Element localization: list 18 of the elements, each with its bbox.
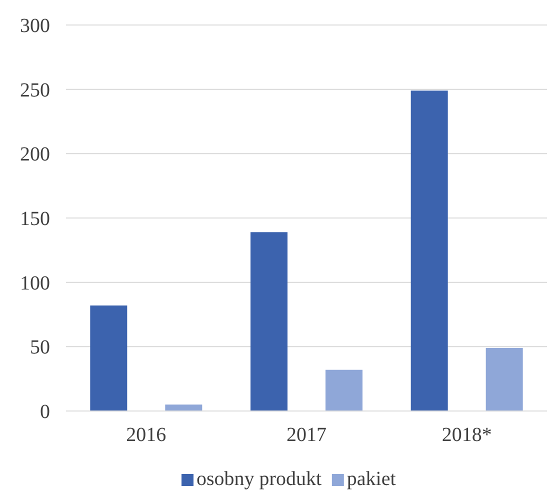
bar bbox=[250, 232, 288, 411]
bar bbox=[486, 348, 523, 411]
y-tick-label: 150 bbox=[20, 208, 50, 230]
x-tick-label: 2018* bbox=[442, 424, 492, 446]
y-tick-label: 0 bbox=[40, 401, 50, 423]
legend-label: osobny produkt bbox=[196, 468, 322, 490]
x-tick-label: 2017 bbox=[286, 424, 326, 446]
y-tick-label: 100 bbox=[20, 272, 50, 294]
bar bbox=[410, 90, 448, 411]
y-tick-label: 250 bbox=[20, 79, 50, 102]
bar bbox=[326, 370, 362, 411]
y-tick-label: 300 bbox=[20, 15, 50, 37]
bar bbox=[165, 404, 202, 411]
bar bbox=[90, 305, 128, 411]
y-tick-label: 50 bbox=[30, 336, 50, 359]
legend-label: pakiet bbox=[346, 468, 396, 490]
x-tick-label: 2016 bbox=[126, 424, 166, 446]
y-tick-label: 200 bbox=[20, 144, 50, 166]
